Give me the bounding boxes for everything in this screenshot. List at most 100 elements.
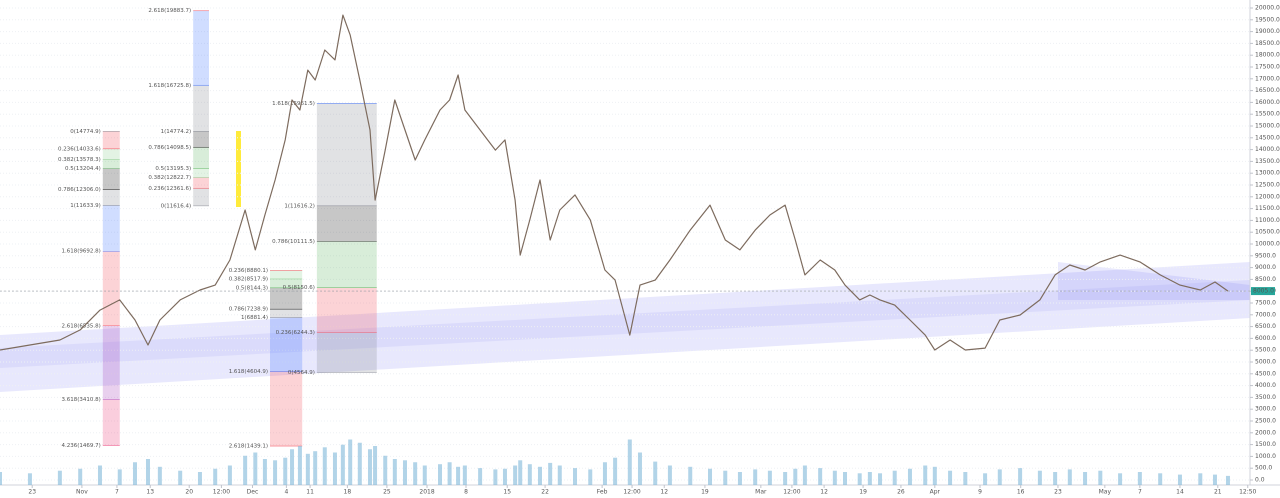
fib-zone [102, 159, 120, 169]
y-tick-label: 9000.0 [1255, 264, 1276, 271]
x-tick-label: 12:00 [783, 489, 800, 496]
channel [0, 280, 1250, 368]
fib-zone [269, 309, 303, 318]
volume-bar [367, 449, 372, 485]
y-tick-label: 14500.0 [1255, 134, 1280, 141]
volume-bar [57, 470, 62, 485]
volume-bar [688, 466, 693, 485]
volume-bar [262, 459, 267, 485]
volume-bar [983, 473, 988, 485]
y-tick-label: 4000.0 [1255, 382, 1276, 389]
x-tick-label: 18 [344, 489, 352, 496]
y-tick-label: 500.0 [1255, 465, 1272, 472]
fib-label: 0.786(12306.0) [58, 187, 101, 193]
volume-bar [348, 439, 353, 485]
volume-bar [422, 465, 427, 485]
fib-label: 0(4564.9) [288, 370, 315, 376]
fib-label: 1.618(4604.9) [229, 369, 268, 375]
x-tick-label: 4 [284, 489, 288, 496]
volume-bar [1083, 472, 1088, 485]
volume-bar [178, 470, 183, 485]
volume-bar [493, 469, 498, 485]
fib-zone [193, 147, 209, 169]
volume-bar [667, 465, 672, 485]
volume-bar [637, 452, 642, 485]
volume-bar [867, 472, 872, 485]
fib-zone [193, 10, 209, 86]
volume-bar [963, 472, 968, 485]
volume-bar [767, 470, 772, 485]
volume-bar [145, 459, 150, 485]
fib-label: 1.618(15961.5) [272, 101, 315, 107]
fib-label: 0.382(8517.9) [229, 276, 268, 282]
volume-bar [1098, 470, 1103, 485]
x-tick-label: 23 [28, 489, 36, 496]
volume-bar [27, 473, 32, 485]
volume-bar [1018, 468, 1023, 485]
drawings [0, 7, 1250, 481]
volume-bar [1198, 473, 1203, 485]
fib-zone [269, 317, 303, 372]
fib-label: 4.236(1469.7) [62, 443, 101, 449]
y-tick-label: 15000.0 [1255, 122, 1280, 129]
volume-bar [613, 457, 618, 485]
volume-bar [502, 468, 507, 485]
fib-zone [269, 278, 303, 288]
fib-label: 1(6881.4) [241, 315, 268, 321]
y-tick-label: 12000.0 [1255, 193, 1280, 200]
y-tick-label: 12500.0 [1255, 181, 1280, 188]
fib-zone [193, 177, 209, 189]
volume-bar [802, 465, 807, 485]
x-tick-label: Nov [76, 489, 88, 496]
volume-bar [753, 469, 758, 485]
fib-zone [316, 332, 377, 373]
volume-bar [373, 446, 378, 485]
volume-bar [1053, 472, 1058, 485]
y-tick-label: 7500.0 [1255, 299, 1276, 306]
y-tick-label: 8500.0 [1255, 276, 1276, 283]
y-tick-label: 13500.0 [1255, 158, 1280, 165]
volume-bar [818, 468, 823, 485]
volume-bar [518, 460, 523, 485]
x-tick-label: 19 [859, 489, 867, 496]
volume-bar [857, 473, 862, 485]
fib-zone [269, 371, 303, 447]
volume-bar [1177, 474, 1182, 485]
volume-bar [117, 469, 122, 485]
y-tick-label: 6000.0 [1255, 335, 1276, 342]
volume-bar [227, 465, 232, 485]
volume-bar [0, 472, 2, 485]
fib-label: 2.618(19883.7) [148, 8, 191, 14]
fib-zone [316, 287, 377, 333]
fib-label: 1.618(9692.8) [62, 249, 101, 255]
fib-zone [193, 188, 209, 206]
volume-bar [588, 469, 593, 485]
fib-zone [193, 168, 209, 178]
x-tick-label: Mar [755, 489, 767, 496]
x-tick-label: 26 [897, 489, 905, 496]
volume-bar [653, 461, 658, 485]
fib-zone [316, 241, 377, 288]
y-tick-label: 18500.0 [1255, 40, 1280, 47]
y-tick-label: 17000.0 [1255, 75, 1280, 82]
fib-label: 0.5(13204.4) [65, 166, 101, 172]
x-tick-label: Dec [247, 489, 259, 496]
fib-zone [102, 168, 120, 190]
volume-bar [1158, 473, 1163, 485]
y-tick-label: 5000.0 [1255, 358, 1276, 365]
volume-bar [478, 468, 483, 485]
fib-label: 0.236(12361.6) [148, 186, 191, 192]
volume-bar [290, 449, 295, 485]
volume-bar [413, 462, 418, 485]
y-tick-label: 11000.0 [1255, 217, 1280, 224]
x-tick-label: 12:00 [623, 489, 640, 496]
fib-zone [102, 189, 120, 206]
x-tick-label: 19 [701, 489, 709, 496]
volume-bar [456, 466, 461, 485]
fib-zone [269, 270, 303, 279]
fib-label: 2.618(6535.8) [62, 323, 101, 329]
volume-bar [783, 472, 788, 485]
x-tick-label: 12 [820, 489, 828, 496]
x-tick-label: 12 [660, 489, 668, 496]
